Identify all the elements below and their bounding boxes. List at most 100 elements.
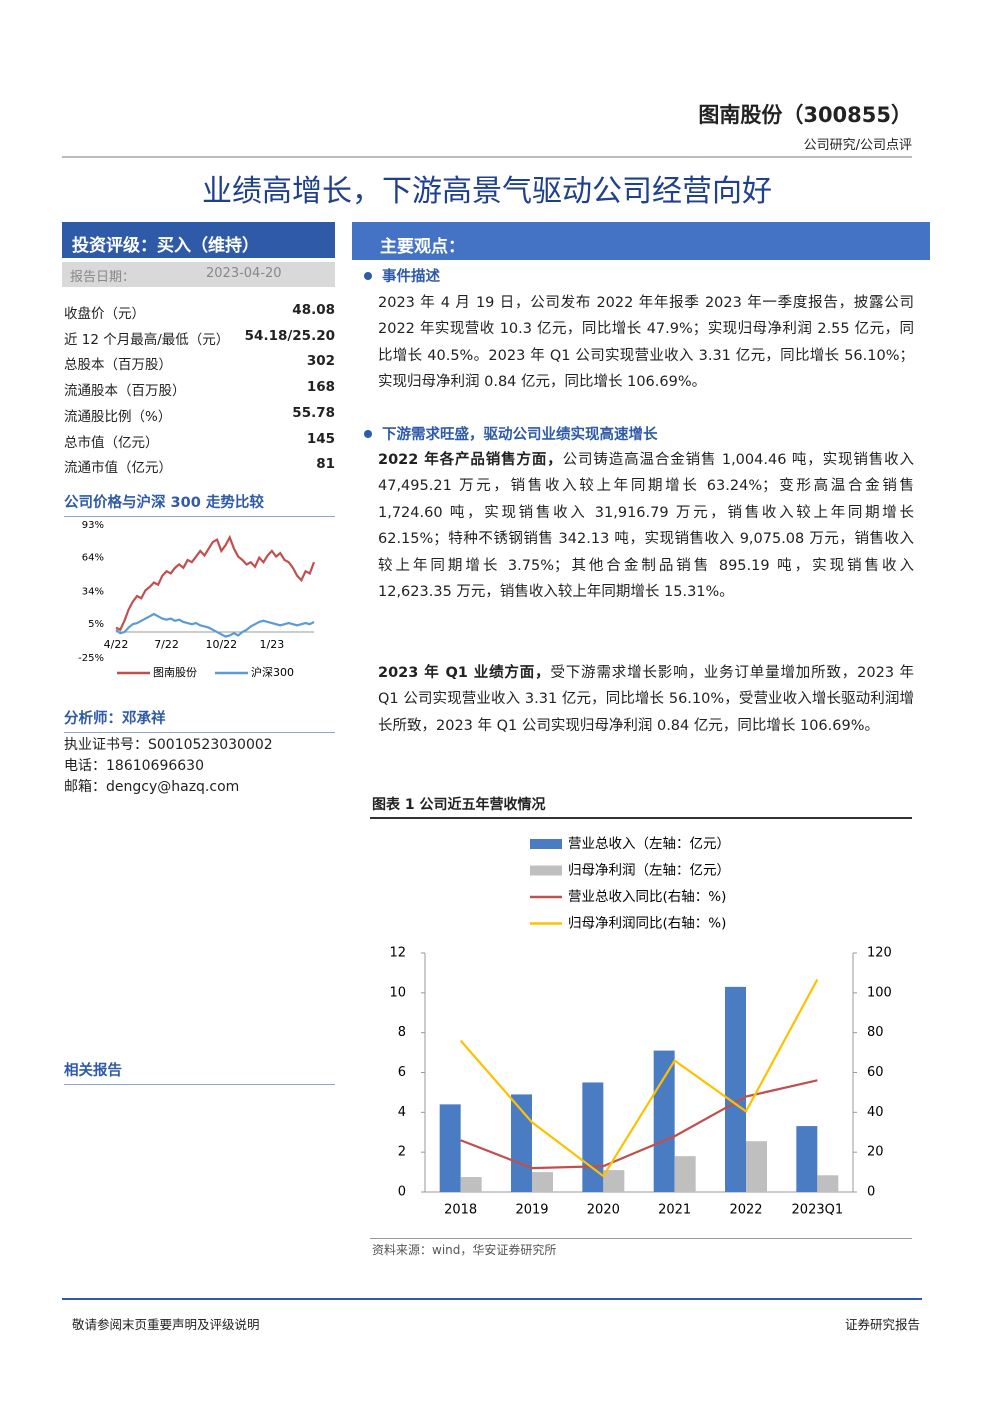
bar — [532, 1172, 553, 1192]
analyst: 分析师：邓承祥 — [64, 707, 335, 733]
stat-label: 总市值（亿元） — [64, 434, 159, 451]
y-tick-label: 8 — [398, 1025, 406, 1040]
report-title: 业绩高增长，下游高景气驱动公司经营向好 — [202, 174, 772, 209]
x-tick-label: 7/22 — [154, 638, 179, 651]
y-tick-label: 10 — [389, 985, 406, 1000]
bar — [603, 1170, 625, 1192]
y-tick-label: 93% — [82, 520, 104, 531]
legend-swatch — [530, 865, 562, 876]
figure-source: 资料来源：wind，华安证券研究所 — [372, 1243, 557, 1257]
related-reports: 相关报告 — [64, 1059, 335, 1085]
y2-tick-label: 0 — [867, 1185, 875, 1200]
y-tick-label: 2 — [398, 1145, 406, 1160]
paragraph: 2022 年各产品销售方面，公司铸造高温合金销售 1,004.46 吨，实现销售… — [378, 447, 914, 605]
figure-title: 图表 1 公司近五年营收情况 — [372, 797, 546, 813]
paragraph-lead: 2022 年各产品销售方面， — [378, 452, 563, 468]
y-tick-label: 5% — [88, 619, 104, 630]
stat-label: 近 12 个月最高/最低（元） — [64, 331, 230, 348]
section-title: 事件描述 — [364, 265, 440, 286]
stat-label: 流通市值（亿元） — [64, 460, 172, 477]
legend-label: 营业总收入（左轴：亿元） — [568, 836, 730, 852]
y-tick-label: 64% — [82, 553, 104, 564]
x-tick-label: 2019 — [515, 1203, 548, 1218]
bar — [439, 1104, 461, 1192]
line — [460, 1079, 818, 1170]
bar — [725, 986, 746, 1192]
stat-label: 总股本（百万股） — [64, 357, 172, 374]
paragraph: 2023 年 Q1 业绩方面，受下游需求增长影响，业务订单量增加所致，2023 … — [378, 660, 914, 739]
footer-right: 证券研究报告 — [844, 1317, 920, 1332]
rating-bar — [62, 222, 335, 258]
y-tick-label: 4 — [398, 1105, 406, 1120]
source-rule — [370, 1238, 912, 1239]
x-tick-label: 2021 — [658, 1203, 691, 1218]
x-tick-label: 2022 — [729, 1203, 762, 1218]
stat-value: 145 — [306, 430, 335, 447]
paragraph: 2023 年 4 月 19 日，公司发布 2022 年年报季 2023 年一季度… — [378, 295, 914, 391]
figure-rule — [370, 817, 912, 819]
stat-label: 流通股比例（%） — [64, 408, 172, 425]
stat-value: 54.18/25.20 — [244, 327, 335, 344]
legend-label: 归母净利润（左轴：亿元） — [568, 862, 730, 879]
legend-label: 图南股份 — [153, 666, 197, 679]
bar — [817, 1175, 839, 1192]
y-tick-label: 34% — [82, 587, 104, 598]
section-title: 下游需求旺盛，驱动公司业绩实现高速增长 — [364, 423, 658, 444]
bar — [653, 1050, 675, 1192]
price-chart-title: 公司价格与沪深 300 走势比较 — [64, 491, 335, 517]
y-tick-label: 12 — [389, 946, 406, 961]
y-tick-label: 0 — [398, 1185, 406, 1200]
paragraph-lead: 2023 年 Q1 业绩方面， — [378, 665, 551, 681]
x-tick-label: 2023Q1 — [792, 1203, 844, 1218]
bar — [582, 1082, 604, 1192]
x-tick-label: 1/23 — [260, 638, 285, 651]
legend-swatch — [530, 839, 562, 849]
price-line — [115, 534, 316, 632]
footer-left: 敬请参阅末页重要声明及评级说明 — [72, 1317, 260, 1332]
rating: 投资评级：买入（维持） — [72, 236, 259, 256]
report-category: 公司研究/公司点评 — [803, 138, 912, 153]
legend-label: 营业总收入同比(右轴：%) — [568, 889, 726, 905]
legend-label: 沪深300 — [251, 665, 294, 679]
stat-value: 81 — [316, 456, 335, 473]
y2-tick-label: 40 — [867, 1105, 884, 1120]
analyst-line: 电话：18610696630 — [64, 758, 204, 774]
footer-rule — [62, 1298, 922, 1300]
bar — [674, 1156, 696, 1192]
y2-tick-label: 60 — [867, 1065, 884, 1080]
company-name: 图南股份（300855） — [698, 103, 912, 127]
bar — [796, 1126, 818, 1192]
stat-value: 302 — [306, 353, 335, 370]
x-tick-label: 2018 — [444, 1203, 477, 1218]
y-tick-label: -25% — [78, 653, 104, 664]
x-tick-label: 10/22 — [205, 638, 237, 651]
y2-tick-label: 20 — [867, 1145, 884, 1160]
stat-label: 流通股本（百万股） — [64, 383, 186, 400]
y2-tick-label: 80 — [867, 1025, 884, 1040]
line — [459, 978, 819, 1178]
price-line — [115, 612, 315, 638]
paragraph-text: 公司铸造高温合金销售 1,004.46 吨，实现销售收入 47,495.21 万… — [378, 452, 915, 601]
y2-tick-label: 100 — [867, 985, 892, 1000]
legend-label: 归母净利润同比(右轴：%) — [568, 915, 726, 932]
y2-tick-label: 120 — [867, 946, 892, 961]
main-heading-bar — [352, 222, 930, 260]
analyst-line: 邮箱：dengcy@hazq.com — [64, 779, 240, 795]
analyst-line: 执业证书号：S0010523030002 — [64, 737, 273, 753]
bar — [746, 1141, 767, 1192]
paragraph-text: 受下游需求增长影响，业务订单量增加所致，2023 年 Q1 公司实现营业收入 3… — [378, 665, 914, 734]
stat-value: 48.08 — [292, 302, 335, 318]
x-tick-label: 4/22 — [104, 638, 129, 651]
report-date: 2023-04-20 — [206, 266, 282, 281]
price-chart: -25% 5% 34% 64% 93% 4/22 7/22 10/22 1/23 图南股份 沪深30… — [78, 520, 316, 679]
main-heading: 主要观点： — [380, 237, 465, 257]
x-tick-label: 2020 — [587, 1203, 620, 1218]
bar — [460, 1177, 482, 1192]
y-tick-label: 6 — [398, 1065, 406, 1080]
bar — [511, 1094, 532, 1192]
header-rule — [62, 156, 912, 158]
report-date-label: 报告日期： — [70, 270, 136, 285]
stat-value: 168 — [306, 379, 335, 396]
